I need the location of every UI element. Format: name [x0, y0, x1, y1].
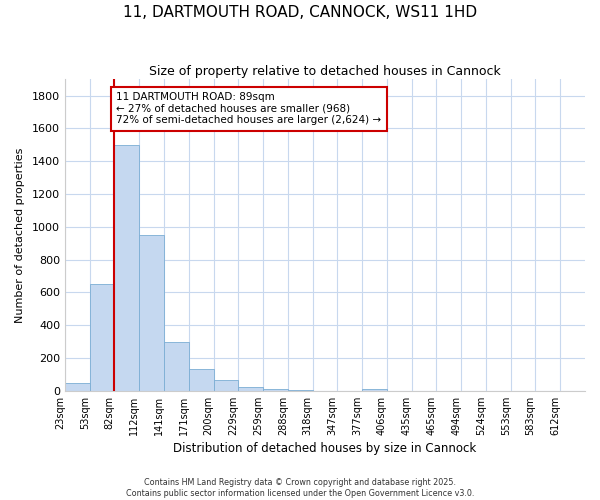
Title: Size of property relative to detached houses in Cannock: Size of property relative to detached ho… — [149, 65, 501, 78]
X-axis label: Distribution of detached houses by size in Cannock: Distribution of detached houses by size … — [173, 442, 476, 455]
Bar — [164, 342, 189, 391]
Bar — [214, 380, 238, 391]
Text: Contains HM Land Registry data © Crown copyright and database right 2025.
Contai: Contains HM Land Registry data © Crown c… — [126, 478, 474, 498]
Y-axis label: Number of detached properties: Number of detached properties — [15, 148, 25, 322]
Bar — [288, 390, 313, 391]
Bar — [238, 386, 263, 391]
Bar — [362, 389, 387, 391]
Bar — [89, 284, 115, 391]
Bar — [139, 235, 164, 391]
Text: 11, DARTMOUTH ROAD, CANNOCK, WS11 1HD: 11, DARTMOUTH ROAD, CANNOCK, WS11 1HD — [123, 5, 477, 20]
Bar — [115, 145, 139, 391]
Bar — [189, 368, 214, 391]
Text: 11 DARTMOUTH ROAD: 89sqm
← 27% of detached houses are smaller (968)
72% of semi-: 11 DARTMOUTH ROAD: 89sqm ← 27% of detach… — [116, 92, 381, 126]
Bar — [65, 382, 89, 391]
Bar — [263, 389, 288, 391]
